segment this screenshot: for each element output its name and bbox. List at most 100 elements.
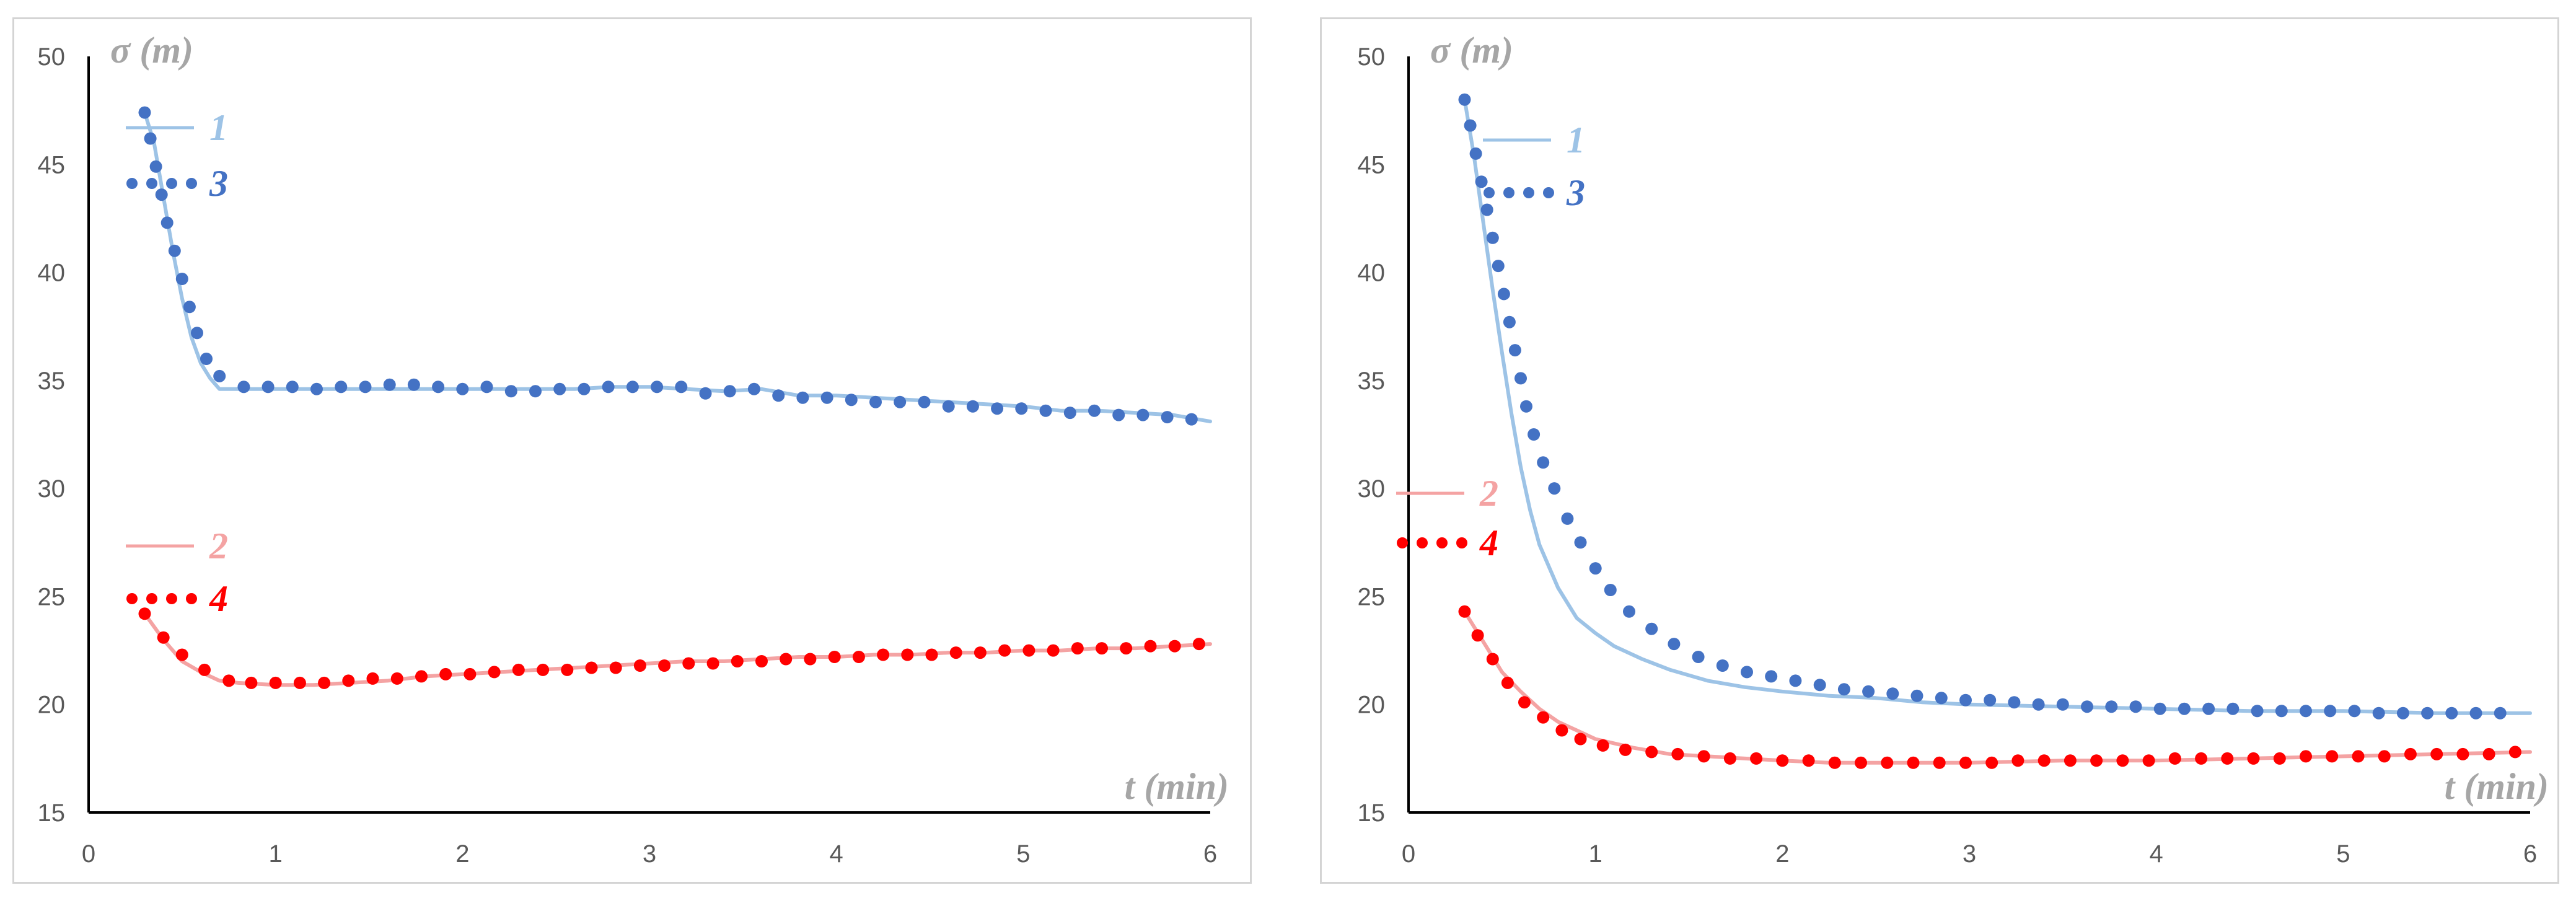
series-3-point	[1813, 679, 1826, 692]
series-3-point	[191, 327, 203, 340]
x-tick-label: 5	[1016, 840, 1030, 868]
series-4-point	[1723, 752, 1736, 765]
y-tick-label: 40	[38, 260, 66, 287]
series-3-point	[1503, 315, 1516, 328]
y-axis-title: σ (m)	[1430, 30, 1513, 71]
series-3-point	[1520, 400, 1532, 413]
series-4-point	[1750, 752, 1763, 765]
legend-3-swatch-dot	[1543, 187, 1554, 198]
x-axis-title: t (min)	[2445, 766, 2549, 807]
series-3-point	[602, 381, 615, 394]
series-4-point	[1537, 711, 1550, 724]
series-3-point	[796, 391, 809, 404]
series-3-point	[160, 216, 174, 229]
y-tick-label: 20	[1358, 692, 1386, 719]
series-4-point	[658, 659, 671, 672]
series-3-point	[1514, 372, 1527, 385]
series-4-point	[512, 663, 525, 676]
series-3-point	[529, 385, 542, 398]
y-tick-label: 15	[38, 799, 66, 827]
x-tick-label: 1	[269, 840, 283, 868]
series-3-point	[578, 382, 591, 395]
x-tick-label: 4	[830, 840, 843, 868]
series-3-point	[894, 395, 907, 408]
series-3-point	[820, 391, 833, 404]
series-4-point	[1192, 638, 1205, 651]
series-4-point	[2430, 747, 2443, 760]
series-4-point	[1047, 644, 1060, 657]
series-4-point	[682, 657, 695, 670]
series-3-point	[942, 400, 955, 413]
series-3-point	[675, 381, 688, 394]
series-3-point	[286, 381, 299, 394]
series-3-point	[553, 382, 566, 395]
series-3-point	[1645, 622, 1658, 635]
series-4-point	[2482, 747, 2495, 760]
series-3-point	[651, 381, 664, 394]
chart-panel-left: 15 20 25 30 35 40 45 50 0 1 2 3 4 5 6 σ (m) t (min) 1 3 2 4	[12, 17, 1252, 884]
series-3-point	[1692, 651, 1705, 663]
series-3-point	[1185, 413, 1198, 426]
series-3-point	[2202, 702, 2215, 715]
series-3-point	[1862, 685, 1875, 698]
series-4-point	[633, 659, 646, 672]
series-3-point	[456, 382, 469, 395]
series-4-point	[1458, 605, 1471, 618]
series-3-point	[1935, 692, 1948, 705]
series-3-point	[1716, 659, 1729, 672]
series-4-point	[1802, 754, 1815, 767]
series-4-point	[2221, 752, 2234, 765]
series-3-point	[175, 273, 188, 285]
series-3-point	[155, 188, 168, 201]
series-4-point	[1071, 642, 1084, 655]
series-3-point	[869, 395, 882, 408]
series-4-point	[1518, 696, 1531, 709]
series-3-point	[1464, 119, 1477, 132]
x-tick-label: 1	[1589, 840, 1602, 868]
series-4-point	[2326, 750, 2339, 763]
series-4-point	[2011, 754, 2024, 767]
series-4-point	[2116, 754, 2129, 767]
series-4-point	[1671, 747, 1684, 760]
series-3-point	[699, 387, 712, 400]
series-3-point	[1475, 175, 1488, 188]
series-3-point	[1161, 411, 1174, 424]
series-3-point	[1458, 93, 1471, 106]
series-3-point	[1604, 584, 1617, 596]
series-3-point	[1789, 674, 1802, 687]
y-tick-label: 45	[1358, 151, 1386, 178]
series-4-point	[2378, 750, 2391, 763]
series-4-point	[2195, 752, 2208, 765]
y-tick-label: 30	[38, 475, 66, 503]
series-4-point	[2064, 754, 2077, 767]
series-4-point	[2300, 750, 2312, 763]
series-4-point	[2038, 754, 2051, 767]
series-4-point	[2273, 752, 2286, 765]
series-3-point	[1910, 689, 1923, 702]
series-3-point	[845, 394, 858, 407]
series-4-point	[1144, 640, 1157, 653]
series-3-point	[1837, 683, 1850, 696]
series-3-point	[1136, 408, 1150, 421]
series-2-line	[143, 612, 1212, 687]
series-3-point	[144, 132, 157, 145]
series-4-point	[175, 648, 188, 661]
series-3-point	[1112, 408, 1125, 421]
series-3-point	[2008, 696, 2021, 709]
series-4-point	[1959, 756, 1972, 769]
series-3-point	[383, 378, 396, 391]
series-4-point	[2247, 752, 2260, 765]
series-3-point	[2396, 707, 2409, 720]
series-4-point	[828, 651, 841, 663]
x-tick-label: 6	[1203, 840, 1217, 868]
series-4-point	[1855, 756, 1867, 769]
series-3-point	[626, 381, 639, 394]
series-3-point	[359, 381, 372, 394]
series-4-point	[1907, 756, 1920, 769]
series-4-point	[1828, 756, 1841, 769]
series-3-point	[504, 385, 517, 398]
series-4-point	[1933, 756, 1946, 769]
series-3-point	[138, 106, 151, 119]
series-3-point	[1039, 404, 1052, 417]
